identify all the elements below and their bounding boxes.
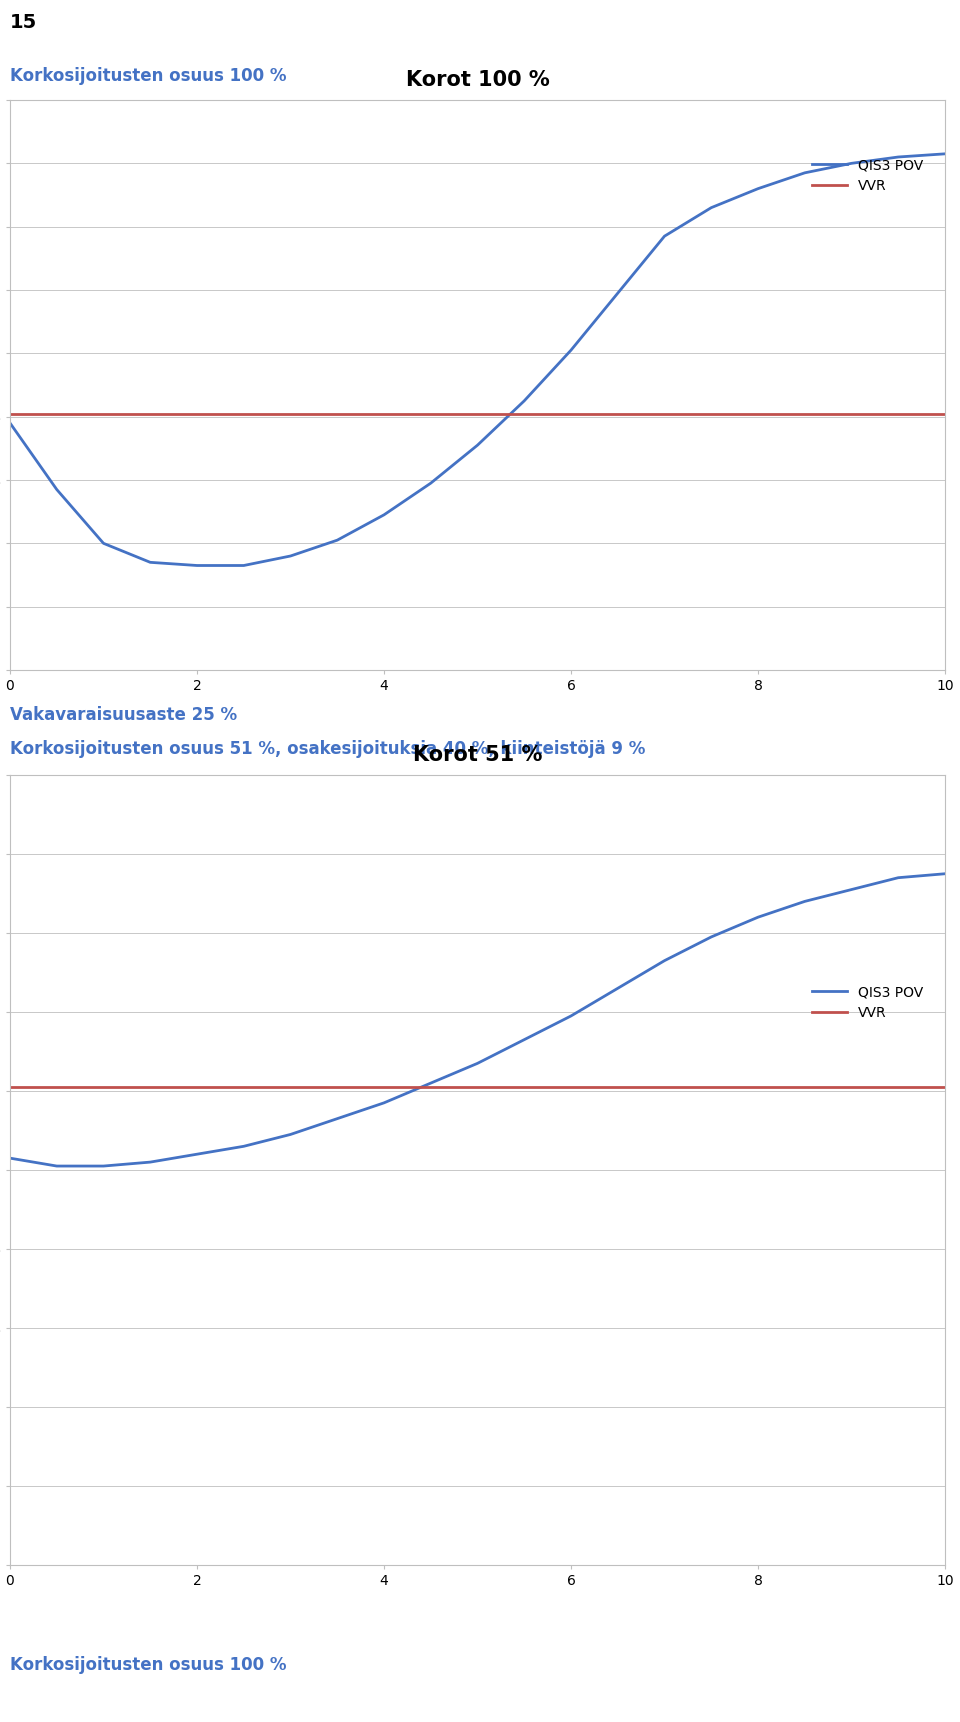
Text: Korkosijoitusten osuus 100 %: Korkosijoitusten osuus 100 %: [10, 67, 286, 84]
QIS3 POV: [331, 1109, 343, 1130]
VVR: [285, 1076, 297, 1097]
VVR: [799, 1076, 810, 1097]
QIS3 POV: [191, 1143, 203, 1164]
QIS3 POV: [378, 505, 390, 525]
QIS3 POV: [939, 143, 950, 164]
QIS3 POV: [98, 1155, 109, 1176]
VVR: [706, 403, 717, 424]
VVR: [98, 403, 109, 424]
VVR: [425, 403, 437, 424]
VVR: [145, 1076, 156, 1097]
Text: Korkosijoitusten osuus 51 %, osakesijoituksia 40 %, kiinteistöjä 9 %: Korkosijoitusten osuus 51 %, osakesijoit…: [10, 740, 645, 758]
VVR: [471, 1076, 483, 1097]
VVR: [425, 1076, 437, 1097]
VVR: [565, 1076, 577, 1097]
QIS3 POV: [51, 479, 62, 499]
QIS3 POV: [799, 890, 810, 911]
VVR: [518, 1076, 530, 1097]
QIS3 POV: [331, 530, 343, 551]
Text: Korkosijoitusten osuus 100 %: Korkosijoitusten osuus 100 %: [10, 1657, 286, 1674]
QIS3 POV: [471, 1054, 483, 1075]
Title: Korot 51 %: Korot 51 %: [413, 746, 542, 765]
QIS3 POV: [565, 1006, 577, 1026]
QIS3 POV: [285, 546, 297, 567]
QIS3 POV: [659, 951, 670, 971]
VVR: [799, 403, 810, 424]
VVR: [706, 1076, 717, 1097]
QIS3 POV: [939, 863, 950, 883]
QIS3 POV: [51, 1155, 62, 1176]
QIS3 POV: [425, 1073, 437, 1093]
VVR: [939, 403, 950, 424]
VVR: [471, 403, 483, 424]
QIS3 POV: [98, 534, 109, 554]
QIS3 POV: [518, 391, 530, 412]
VVR: [285, 403, 297, 424]
QIS3 POV: [565, 339, 577, 360]
VVR: [238, 403, 250, 424]
VVR: [612, 1076, 623, 1097]
QIS3 POV: [4, 413, 15, 434]
Title: Korot 100 %: Korot 100 %: [406, 71, 549, 90]
QIS3 POV: [846, 153, 857, 174]
VVR: [191, 403, 203, 424]
QIS3 POV: [706, 198, 717, 219]
QIS3 POV: [753, 907, 764, 928]
VVR: [846, 403, 857, 424]
QIS3 POV: [238, 554, 250, 575]
QIS3 POV: [799, 162, 810, 183]
VVR: [51, 1076, 62, 1097]
QIS3 POV: [145, 553, 156, 573]
QIS3 POV: [612, 978, 623, 999]
QIS3 POV: [4, 1149, 15, 1169]
QIS3 POV: [753, 179, 764, 200]
QIS3 POV: [378, 1092, 390, 1112]
QIS3 POV: [471, 436, 483, 456]
Legend: QIS3 POV, VVR: QIS3 POV, VVR: [806, 980, 928, 1026]
VVR: [331, 403, 343, 424]
VVR: [518, 403, 530, 424]
VVR: [659, 403, 670, 424]
VVR: [565, 403, 577, 424]
VVR: [191, 1076, 203, 1097]
Line: QIS3 POV: QIS3 POV: [10, 153, 945, 565]
QIS3 POV: [846, 880, 857, 901]
Text: 15: 15: [10, 14, 37, 33]
QIS3 POV: [145, 1152, 156, 1173]
VVR: [145, 403, 156, 424]
VVR: [378, 1076, 390, 1097]
QIS3 POV: [518, 1030, 530, 1050]
Text: Vakavaraisuusaste 25 %: Vakavaraisuusaste 25 %: [10, 706, 237, 723]
VVR: [51, 403, 62, 424]
Legend: QIS3 POV, VVR: QIS3 POV, VVR: [806, 153, 928, 198]
VVR: [659, 1076, 670, 1097]
VVR: [893, 1076, 904, 1097]
VVR: [4, 403, 15, 424]
QIS3 POV: [191, 554, 203, 575]
VVR: [612, 403, 623, 424]
QIS3 POV: [238, 1137, 250, 1157]
QIS3 POV: [285, 1124, 297, 1145]
VVR: [753, 1076, 764, 1097]
QIS3 POV: [706, 926, 717, 947]
VVR: [893, 403, 904, 424]
QIS3 POV: [659, 226, 670, 246]
VVR: [753, 403, 764, 424]
Line: QIS3 POV: QIS3 POV: [10, 873, 945, 1166]
VVR: [939, 1076, 950, 1097]
VVR: [331, 1076, 343, 1097]
VVR: [4, 1076, 15, 1097]
QIS3 POV: [612, 282, 623, 303]
VVR: [238, 1076, 250, 1097]
VVR: [846, 1076, 857, 1097]
VVR: [378, 403, 390, 424]
QIS3 POV: [893, 868, 904, 889]
QIS3 POV: [425, 474, 437, 494]
VVR: [98, 1076, 109, 1097]
QIS3 POV: [893, 146, 904, 167]
